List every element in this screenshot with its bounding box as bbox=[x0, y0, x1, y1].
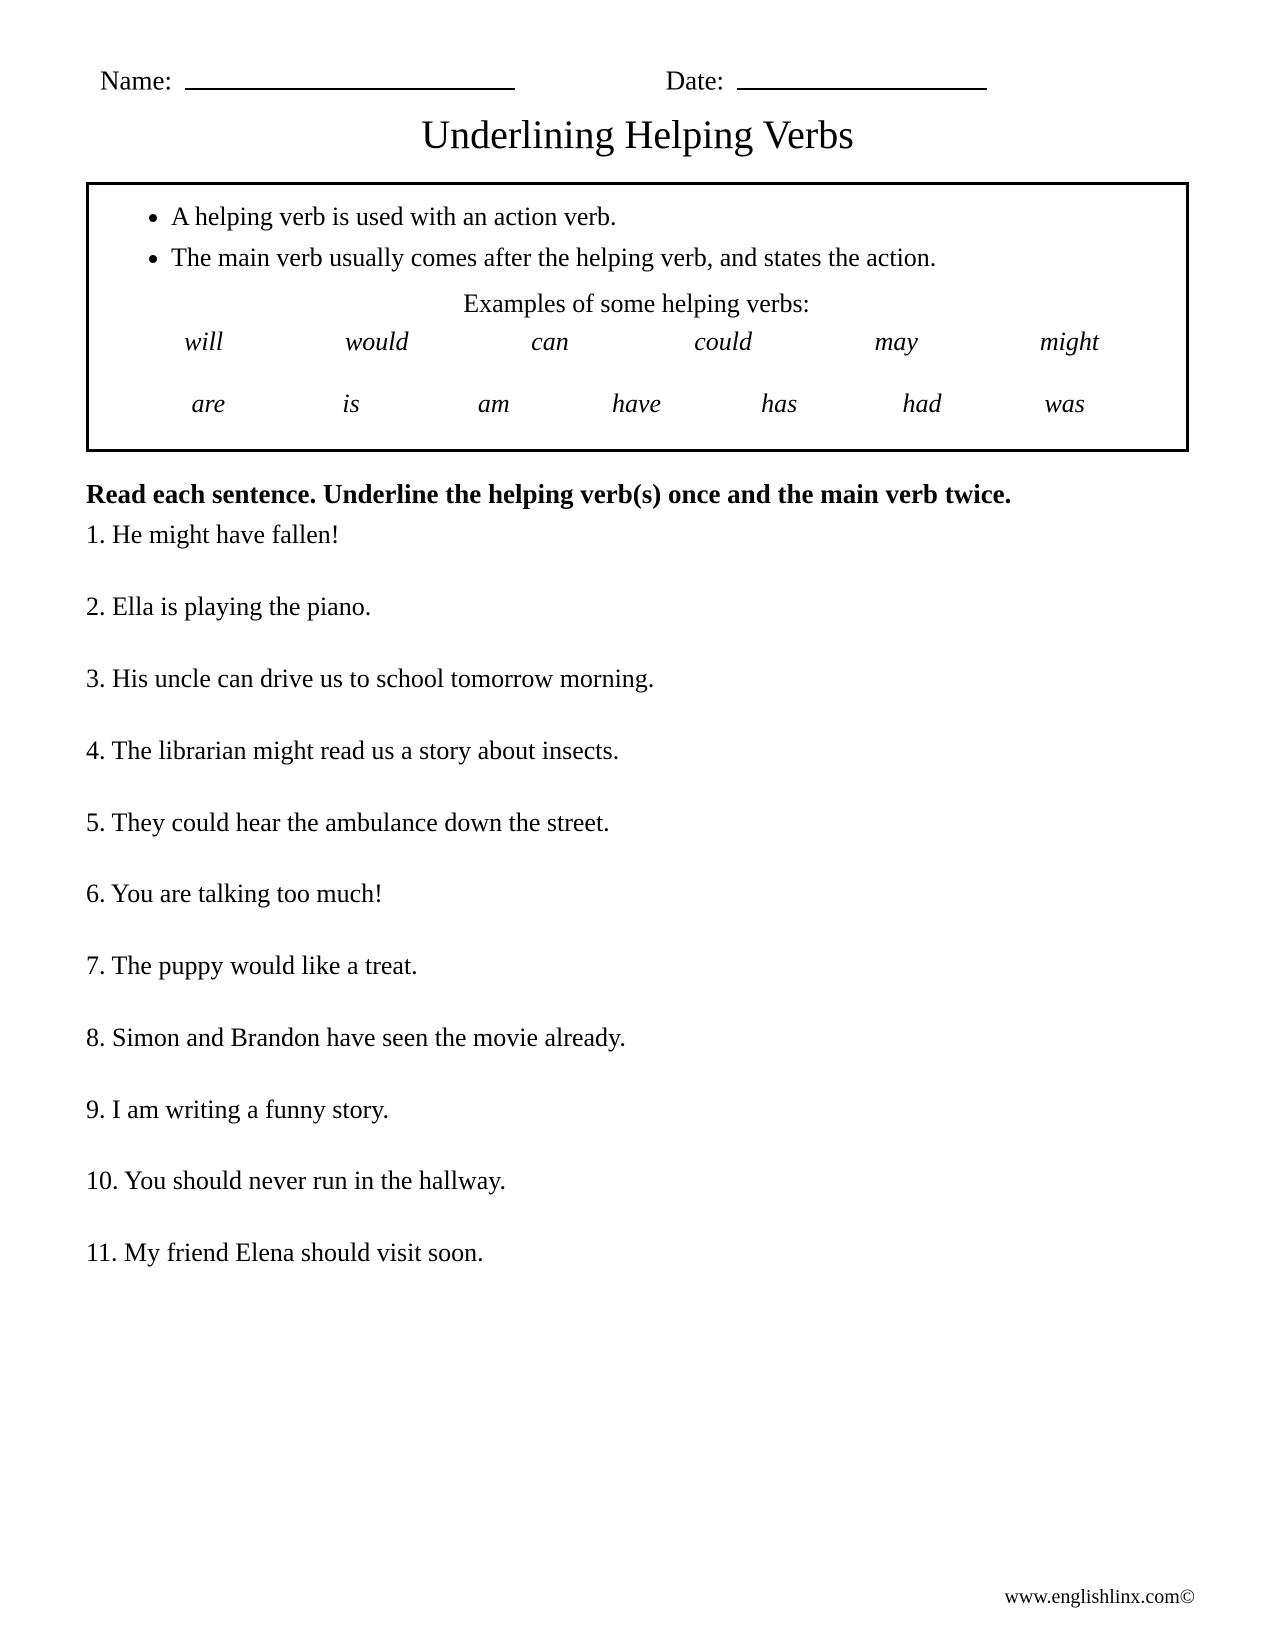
sentence-item: 4. The librarian might read us a story a… bbox=[86, 734, 1189, 768]
name-blank-line[interactable] bbox=[185, 60, 515, 90]
sentence-item: 8. Simon and Brandon have seen the movie… bbox=[86, 1021, 1189, 1055]
sentence-item: 3. His uncle can drive us to school tomo… bbox=[86, 662, 1189, 696]
sentence-item: 5. They could hear the ambulance down th… bbox=[86, 806, 1189, 840]
sentence-item: 1. He might have fallen! bbox=[86, 518, 1189, 552]
verb-row-2: are is am have has had was bbox=[107, 385, 1166, 429]
instructions: Read each sentence. Underline the helpin… bbox=[86, 476, 1189, 512]
example-verb: might bbox=[983, 327, 1156, 357]
name-field: Name: bbox=[100, 60, 626, 97]
example-verb: has bbox=[708, 389, 851, 419]
example-verb: are bbox=[137, 389, 280, 419]
examples-caption: Examples of some helping verbs: bbox=[107, 289, 1166, 319]
worksheet-page: Name: Date: Underlining Helping Verbs A … bbox=[0, 0, 1275, 1651]
example-verb: am bbox=[422, 389, 565, 419]
sentence-item: 2. Ella is playing the piano. bbox=[86, 590, 1189, 624]
example-verb: was bbox=[993, 389, 1136, 419]
page-title: Underlining Helping Verbs bbox=[80, 111, 1195, 158]
verb-row-1: will would can could may might bbox=[107, 323, 1166, 367]
sentence-item: 11. My friend Elena should visit soon. bbox=[86, 1236, 1189, 1270]
name-label: Name: bbox=[100, 66, 172, 96]
info-box: A helping verb is used with an action ve… bbox=[86, 182, 1189, 452]
header-row: Name: Date: bbox=[80, 60, 1195, 97]
info-bullets: A helping verb is used with an action ve… bbox=[107, 199, 1166, 275]
date-blank-line[interactable] bbox=[737, 60, 987, 90]
sentence-item: 6. You are talking too much! bbox=[86, 877, 1189, 911]
date-field: Date: bbox=[626, 60, 1195, 97]
example-verb: will bbox=[117, 327, 290, 357]
date-label: Date: bbox=[666, 66, 724, 96]
info-bullet: A helping verb is used with an action ve… bbox=[171, 199, 1166, 234]
example-verb: is bbox=[280, 389, 423, 419]
example-verb: could bbox=[637, 327, 810, 357]
sentence-item: 9. I am writing a funny story. bbox=[86, 1093, 1189, 1127]
example-verb: have bbox=[565, 389, 708, 419]
footer-credit: www.englishlinx.com© bbox=[1004, 1586, 1195, 1609]
example-verb: can bbox=[463, 327, 636, 357]
example-verb: had bbox=[851, 389, 994, 419]
sentence-item: 10. You should never run in the hallway. bbox=[86, 1164, 1189, 1198]
info-bullet: The main verb usually comes after the he… bbox=[171, 240, 1166, 275]
example-verb: may bbox=[810, 327, 983, 357]
example-verb: would bbox=[290, 327, 463, 357]
sentences-list: 1. He might have fallen! 2. Ella is play… bbox=[86, 518, 1189, 1270]
sentence-item: 7. The puppy would like a treat. bbox=[86, 949, 1189, 983]
